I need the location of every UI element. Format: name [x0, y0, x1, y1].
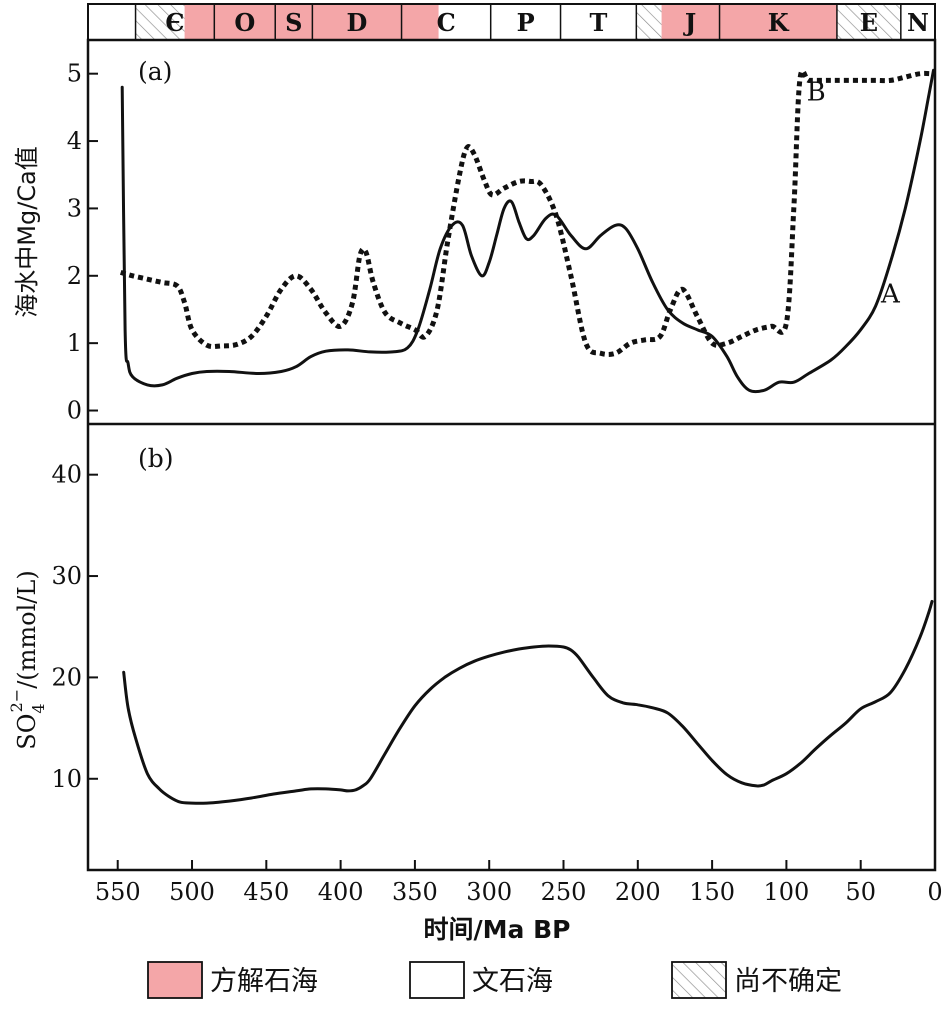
legend-label: 尚不确定: [734, 966, 842, 997]
x-tick-label: 50: [845, 878, 876, 906]
period-cell: [401, 4, 439, 40]
period-label: E: [860, 8, 878, 37]
panel-b-y-axis-label: SO42−/(mmol/L): [7, 570, 48, 749]
legend-swatch-aragonite: [409, 961, 465, 999]
period-cell: [836, 4, 901, 40]
y-tick-label: 5: [67, 60, 82, 88]
legend-label: 方解石海: [210, 966, 318, 997]
period-cell: [107, 4, 136, 40]
panel-a-y-ticks: 0 1 2 3 4 5: [67, 60, 98, 425]
panel-a-series: [119, 68, 935, 394]
period-cell: [560, 4, 637, 40]
period-cell: [135, 4, 185, 40]
y-tick-label: 20: [51, 663, 82, 691]
panel-a-y-axis-label: 海水中Mg/Ca值: [13, 146, 41, 318]
period-cell: [214, 4, 276, 40]
x-tick-label: 200: [615, 878, 661, 906]
panel-a-annotations: BA: [807, 78, 901, 310]
series-annotation: B: [807, 78, 826, 108]
legend-swatch-uncertain: [671, 961, 727, 999]
x-tick-label: 350: [392, 878, 438, 906]
period-label: Є: [165, 8, 184, 37]
period-label: D: [347, 8, 368, 37]
x-tick-label: 550: [95, 878, 141, 906]
period-label: K: [768, 8, 790, 37]
period-cell: [636, 4, 662, 40]
period-cell: [275, 4, 313, 40]
period-cell: [900, 4, 935, 40]
y-tick-label: 2: [67, 262, 82, 290]
x-tick-label: 150: [689, 878, 735, 906]
legend-label: 文石海: [472, 966, 553, 997]
period-cell: [312, 4, 402, 40]
x-axis-label: 时间/Ma BP: [424, 915, 571, 944]
x-tick-label: 0: [927, 878, 942, 906]
panel-a-label: (a): [138, 57, 172, 86]
sulfate-line: [122, 599, 934, 805]
y-tick-label: 3: [67, 194, 82, 222]
legend-swatch-calcite: [147, 961, 203, 999]
series-annotation: A: [880, 280, 901, 310]
y-tick-label: 30: [51, 562, 82, 590]
period-cell: [184, 4, 215, 40]
period-label: P: [517, 8, 535, 37]
series-b-line: [119, 68, 933, 357]
panel-b-sulfate: 10 20 30 40 (b) SO42−/(mmol/L): [7, 444, 934, 805]
x-tick-label: 400: [318, 878, 364, 906]
period-label: O: [234, 8, 255, 37]
period-label: J: [683, 8, 696, 37]
series-a-line: [120, 68, 935, 394]
period-cell: [719, 4, 837, 40]
period-label: N: [907, 8, 929, 37]
x-tick-label: 300: [466, 878, 512, 906]
panel-b-series: [122, 599, 934, 805]
y-tick-label: 10: [51, 765, 82, 793]
y-tick-label: 4: [67, 127, 82, 155]
period-cell: [661, 4, 720, 40]
panel-b-label: (b): [138, 444, 174, 473]
plot-frame: [86, 38, 937, 872]
y-tick-label: 1: [67, 329, 82, 357]
y-tick-label: 0: [67, 397, 82, 425]
period-cell: [490, 4, 561, 40]
period-label: T: [589, 8, 607, 37]
y-tick-label: 40: [51, 461, 82, 489]
x-tick-label: 250: [541, 878, 587, 906]
period-label: C: [437, 8, 456, 37]
x-tick-label: 450: [243, 878, 289, 906]
panel-b-y-ticks: 10 20 30 40: [51, 461, 98, 793]
period-cell: [438, 4, 491, 40]
x-axis-ticks: 550 500 450 400 350 300 250 200 150 100 50 0: [95, 860, 943, 906]
x-tick-label: 100: [763, 878, 809, 906]
x-tick-label: 500: [169, 878, 215, 906]
legend: 方解石海 文石海 尚不确定: [147, 961, 842, 999]
period-label: S: [285, 8, 302, 37]
